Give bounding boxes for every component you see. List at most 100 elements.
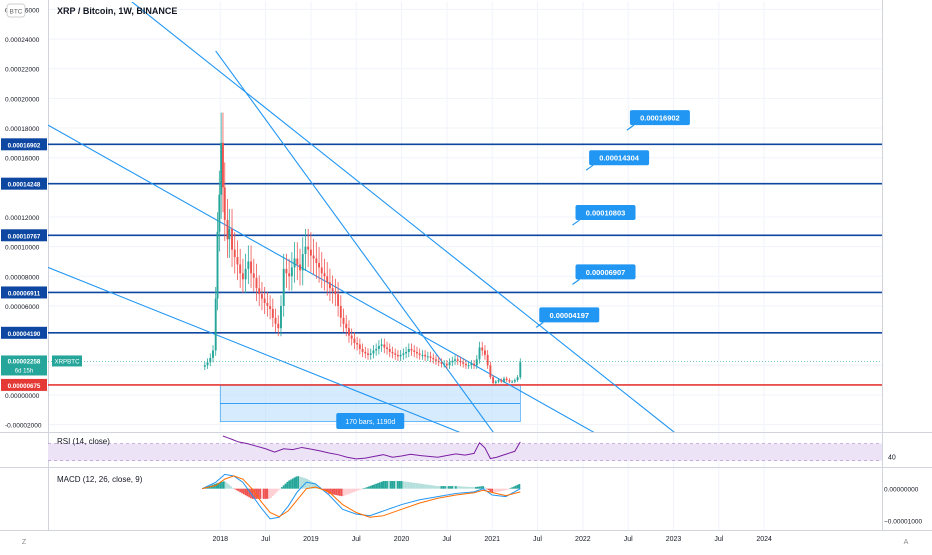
callout-pointer [585, 164, 594, 171]
macd-histogram-bar [511, 487, 514, 489]
macd-histogram-bar [493, 488, 495, 493]
macd-histogram-bar [420, 483, 423, 489]
macd-histogram-bar [233, 488, 236, 490]
macd-histogram-bar [328, 488, 330, 494]
macd-histogram-bar [232, 487, 234, 489]
candle-body [255, 277, 258, 289]
candle-body [203, 365, 206, 367]
candle-body [486, 354, 489, 366]
time-tick-label: Jul [352, 536, 361, 543]
candle-body [467, 365, 470, 367]
callout-box[interactable] [629, 110, 690, 126]
candle-body [206, 362, 209, 366]
macd-histogram-bar [358, 488, 361, 490]
macd-histogram-bar [228, 484, 231, 489]
macd-histogram-bar [455, 486, 457, 489]
macd-histogram-bar [507, 488, 510, 490]
candle-body [405, 351, 408, 354]
macd-histogram-bar [270, 488, 272, 498]
trendlines[interactable] [48, 0, 782, 518]
candle-body [216, 231, 219, 299]
macd-histogram-bar [337, 488, 339, 496]
time-axis[interactable]: 2018 Jul 2019 Jul 2020 Jul 2021 Jul 2022 Jul 2023 J… [212, 536, 772, 543]
rsi-pane[interactable]: 40 [48, 435, 896, 461]
callout-box[interactable] [539, 307, 600, 323]
callout-pointer [535, 321, 544, 328]
macd-histogram-bar [397, 481, 399, 489]
price-callouts[interactable]: 0.00016902 0.00014304 0.00010803 0.00006907… [535, 110, 690, 328]
candle-body [407, 348, 410, 352]
macd-histogram-bar [487, 488, 490, 491]
macd-histogram-bar [393, 481, 396, 489]
macd-axis-label: 0.00000000 [884, 487, 919, 494]
macd-histogram-bar [476, 486, 479, 489]
candle-body [513, 380, 516, 382]
candle-body [473, 363, 476, 366]
candle-body [511, 381, 514, 383]
macd-histogram-bar [273, 488, 276, 495]
current-price-tag [1, 355, 47, 376]
candles [203, 112, 522, 385]
candle-body [244, 268, 247, 280]
callout-box[interactable] [575, 264, 636, 280]
level-price-tag [1, 177, 47, 190]
macd-axis-label: −0.00001000 [884, 518, 923, 525]
macd-histogram-bar [351, 488, 354, 493]
macd-pane[interactable]: 0.00000000 −0.00001000 [201, 473, 923, 525]
time-tick-label: 2022 [575, 536, 591, 543]
auto-scale-right-button[interactable]: A [904, 539, 909, 546]
macd-histogram-bar [230, 486, 233, 489]
candle-body [236, 257, 239, 265]
macd-histogram-bar [444, 486, 446, 489]
callout-box[interactable] [575, 205, 636, 221]
candle-body [418, 353, 421, 355]
macd-histogram-bar [505, 488, 508, 490]
candle-body [416, 351, 418, 354]
level-price-tag-label: 0.00004190 [8, 331, 41, 338]
macd-histogram-bar [478, 486, 481, 489]
price-tick-label: 0.00020000 [5, 96, 40, 103]
date-range-measurement[interactable]: 170 bars, 1190d [219, 384, 521, 429]
candle-body [391, 351, 394, 354]
candle-body [348, 328, 350, 336]
macd-histogram-bar [335, 488, 338, 496]
callout-label: 0.00016902 [640, 114, 680, 123]
candle-body [443, 363, 446, 365]
candle-body [250, 261, 253, 274]
macd-histogram-bar [494, 488, 497, 493]
callout-box[interactable] [589, 150, 650, 166]
macd-histogram-bar [427, 484, 430, 489]
macd-histogram-bar [317, 485, 320, 489]
macd-histogram-bar [415, 483, 417, 489]
candle-body [426, 356, 429, 358]
macd-histogram-bar [331, 488, 334, 495]
macd-histogram-bar [416, 483, 419, 489]
candle-body [334, 291, 337, 295]
horizontal-levels[interactable]: 0.00016902 0.00014248 0.00010767 0.00006911… [1, 138, 882, 391]
trendline[interactable] [48, 124, 746, 518]
macd-histogram-bar [329, 488, 332, 495]
macd-histogram-bar [215, 483, 218, 489]
signal-line [201, 475, 521, 518]
candle-body [402, 353, 405, 355]
macd-histogram-bar [442, 486, 445, 489]
symbol-badge[interactable] [6, 3, 26, 18]
level-price-tag [1, 229, 47, 242]
time-tick-label: Jul [261, 536, 270, 543]
trendline[interactable] [48, 0, 782, 518]
trendline[interactable] [48, 266, 674, 518]
macd-histogram-bar [438, 486, 441, 489]
macd-histogram-bar [353, 488, 356, 492]
trendline[interactable] [215, 50, 556, 518]
candle-body [258, 288, 261, 295]
auto-scale-left-button[interactable]: Z [22, 539, 27, 546]
macd-histogram-bar [226, 483, 229, 489]
price-tick-label: 0.00012000 [5, 215, 40, 222]
candle-body [331, 288, 334, 292]
candle-body [263, 298, 266, 303]
candle-body [462, 362, 465, 364]
candle-body [519, 362, 522, 378]
macd-histogram-bar [474, 486, 477, 489]
